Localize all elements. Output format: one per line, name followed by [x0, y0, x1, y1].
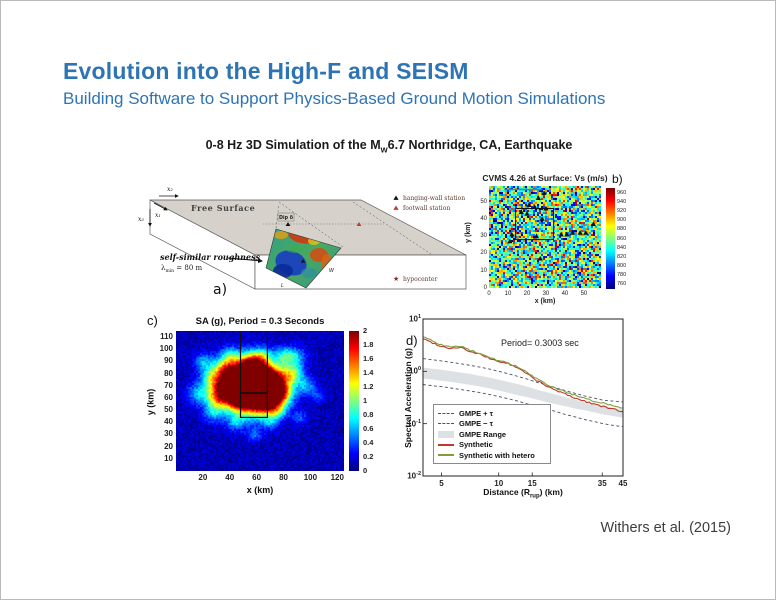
legend-footwall-icon: [393, 205, 399, 210]
x1-axis-label: x₁: [155, 212, 161, 219]
roughness-arrow: [227, 257, 263, 264]
lambda-sub: min: [165, 268, 174, 274]
citation: Withers et al. (2015): [600, 520, 731, 536]
x2-axis-label: x₂: [167, 186, 173, 193]
dip-label-box: [277, 212, 295, 222]
panel-d-yaxis-label: Spectral Acceleration (g): [403, 348, 413, 448]
panel-d-gmpe-plot: d) Period= 0.3003 sec Spectral Accelerat…: [396, 311, 731, 506]
lambda-min-label: λmin = 80 m: [161, 264, 202, 274]
panel-b-title: CVMS 4.26 at Surface: Vs (m/s): [482, 173, 608, 183]
legend-label: Synthetic with hetero: [459, 450, 535, 460]
legend-sample-solid: [438, 454, 454, 457]
fault-plane-outline: [265, 228, 342, 289]
figure-heading-pre: 0-8 Hz 3D Simulation of the M: [205, 138, 381, 152]
footwall-station-marker: [356, 222, 362, 226]
x3-axis-label: x₃: [138, 216, 144, 223]
legend-sample-solid: [438, 443, 454, 446]
free-surface-label: Free Surface: [191, 203, 255, 213]
figure-heading-post: 6.7 Northridge, CA, Earthquake: [387, 138, 573, 152]
xlabel-sub: rup: [529, 493, 540, 500]
legend-footwall-label: footwall station: [403, 205, 450, 212]
fault-width-label: W: [329, 268, 335, 274]
panel-c-xaxis-label: x (km): [246, 485, 274, 495]
fault-center-marker: [300, 259, 306, 263]
legend-label: Synthetic: [459, 440, 493, 450]
panel-c-label: c): [147, 313, 158, 328]
vs-colorbar-canvas: [606, 188, 615, 289]
vs-map-canvas: [489, 186, 601, 288]
panel-d-label: d): [406, 333, 418, 348]
panel-b-label: b): [612, 172, 623, 186]
hanging-wall-station-marker: [285, 222, 291, 226]
legend-label: GMPE + τ: [459, 408, 493, 418]
gmpe-plot-svg: [422, 318, 624, 477]
slide-title: Evolution into the High-F and SEISM: [63, 58, 469, 84]
xlabel-pre: Distance (R: [483, 487, 530, 497]
panel-d-legend: GMPE + τ GMPE − τ GMPE Range Synthetic Synth…: [433, 404, 551, 464]
lambda-post: = 80 m: [174, 264, 202, 272]
legend-row: GMPE − τ: [438, 419, 546, 430]
series-gmpe-+-τ: [422, 358, 624, 403]
plot-frame: [422, 318, 624, 477]
legend-label: GMPE − τ: [459, 419, 493, 429]
legend-row: GMPE + τ: [438, 408, 546, 419]
panel-b-xaxis-label: x (km): [534, 298, 556, 305]
legend-hanging-wall-icon: [393, 195, 399, 200]
slide-subtitle: Building Software to Support Physics-Bas…: [63, 89, 606, 108]
fault-projection-line-left: [278, 201, 344, 248]
fault-diagram-svg: Dip δ W L x₂: [138, 186, 467, 298]
xlabel-post: ) (km): [539, 487, 563, 497]
roughness-label: self-similar roughness: [160, 252, 261, 262]
dip-label: Dip δ: [279, 215, 294, 221]
legend-row: Synthetic: [438, 440, 546, 451]
legend-hanging-wall-label: hanging-wall station: [403, 195, 465, 202]
panel-d-xaxis-label: Distance (Rrup) (km): [453, 487, 593, 500]
legend-sample-dashed: [438, 423, 454, 425]
legend-hypocenter-label: hypocenter: [403, 276, 437, 283]
x1-axis-arrow: [153, 202, 168, 211]
panel-c-title: SA (g), Period = 0.3 Seconds: [195, 316, 325, 327]
panel-b-vs-map: CVMS 4.26 at Surface: Vs (m/s) b) x (km)…: [464, 172, 627, 305]
figure-heading-sub: w: [380, 144, 388, 155]
panel-a-label: a): [213, 282, 227, 298]
panel-b-yaxis-label: y (km): [464, 222, 472, 243]
series-gmpe-−-τ: [422, 384, 624, 428]
legend-label: GMPE Range: [459, 429, 507, 439]
lambda-pre: λ: [161, 264, 166, 272]
legend-row: Synthetic with hetero: [438, 450, 546, 461]
legend-row: GMPE Range: [438, 429, 546, 440]
period-annotation: Period= 0.3003 sec: [501, 338, 579, 348]
gmpe-range-band: [423, 367, 623, 418]
figure-heading: 0-8 Hz 3D Simulation of the Mw6.7 Northr…: [1, 138, 775, 155]
fault-length-label: L: [281, 283, 284, 289]
series-synthetic-with-hetero: [422, 336, 624, 409]
panel-c-sa-map: c) SA (g), Period = 0.3 Seconds x (km) y…: [145, 313, 374, 495]
sa-colorbar-canvas: [349, 331, 359, 471]
legend-sample-dashed: [438, 412, 454, 414]
series-synthetic: [422, 338, 623, 413]
sa-map-canvas: [176, 331, 344, 471]
panel-a-fault-diagram: Dip δ W L x₂: [131, 171, 476, 306]
legend-sample-band: [438, 430, 454, 438]
legend-hypocenter-icon: ★: [393, 275, 399, 283]
